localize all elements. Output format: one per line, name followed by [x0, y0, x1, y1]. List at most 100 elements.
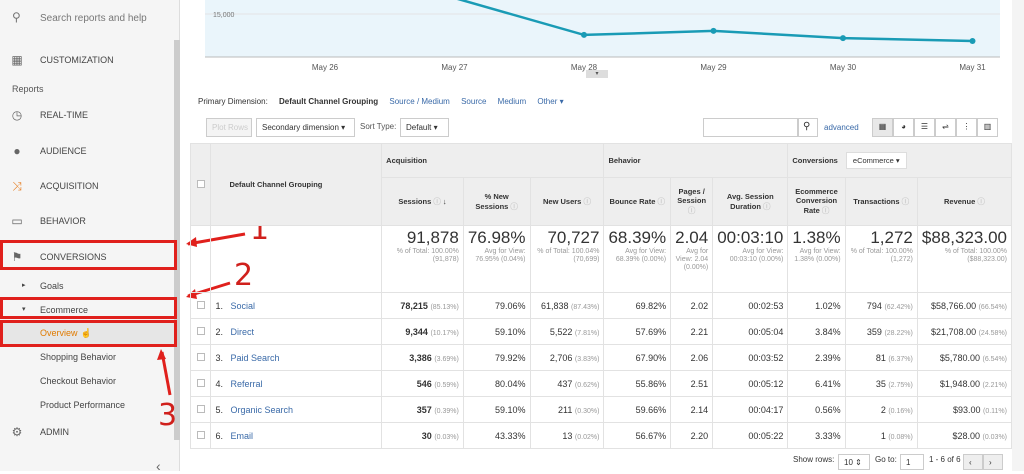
revenue: $21,708.00: [931, 326, 977, 337]
transactions: 81: [875, 352, 886, 363]
search-button[interactable]: ⚲: [798, 118, 818, 137]
revenue: $93.00: [952, 404, 981, 415]
sidebar-item-admin[interactable]: ⚙ ADMIN: [11, 425, 69, 439]
x-tick-label: May 28: [571, 63, 598, 72]
chart-collapse-handle[interactable]: ▾: [586, 70, 608, 78]
reports-label: Reports: [12, 84, 44, 94]
primary-dimension-bar: Primary Dimension: Default Channel Group…: [198, 97, 564, 106]
column-header-ecommerce-conversion-rate[interactable]: Ecommerce Conversion Rate ⓘ: [787, 177, 846, 226]
select-all-checkbox[interactable]: [196, 179, 205, 188]
transactions: 794: [866, 300, 882, 311]
sessions-pct: (10.17%): [430, 329, 459, 337]
column-header-pages-session[interactable]: Pages / Session ⓘ: [670, 177, 714, 226]
sidebar-item-realtime[interactable]: ◷ REAL-TIME: [11, 108, 89, 122]
table-search-input[interactable]: [703, 118, 798, 137]
channel-link[interactable]: Referral: [230, 378, 263, 389]
dimension-source-medium[interactable]: Source / Medium: [389, 97, 450, 106]
total-8: $88,323.00% of Total: 100.00% ($88,323.0…: [916, 225, 1013, 293]
sidebar-item-customization[interactable]: ▦ CUSTOMIZATION: [11, 53, 114, 67]
channel-link[interactable]: Social: [230, 300, 255, 311]
sidebar-item-acquisition[interactable]: ⤨ ACQUISITION: [0, 173, 175, 199]
table-view-icon[interactable]: ▦: [872, 118, 893, 137]
channel-link[interactable]: Paid Search: [230, 352, 280, 363]
help-icon[interactable]: ⓘ: [760, 201, 771, 211]
flag-icon: ⚑: [11, 250, 23, 264]
column-header-label: Sessions: [398, 197, 432, 206]
sidebar-item-product-performance[interactable]: Product Performance: [40, 400, 126, 410]
sidebar-item-shopping-behavior[interactable]: Shopping Behavior: [40, 352, 117, 362]
channel-link[interactable]: Direct: [230, 326, 254, 337]
row-checkbox[interactable]: [196, 300, 205, 309]
x-tick-label: May 29: [700, 63, 727, 72]
row-checkbox[interactable]: [196, 404, 205, 413]
sidebar-item-behavior[interactable]: ▭ BEHAVIOR: [11, 214, 86, 228]
sidebar-item-overview[interactable]: Overview ☝: [0, 322, 175, 344]
column-header-revenue[interactable]: Revenue ⓘ: [916, 177, 1013, 226]
sort-descending-icon[interactable]: ↓: [440, 197, 447, 206]
column-header-new-users[interactable]: New Users ⓘ: [529, 177, 605, 226]
pie-view-icon[interactable]: ◕: [893, 118, 914, 137]
sidebar-item-conversions[interactable]: ⚑ CONVERSIONS: [11, 250, 107, 264]
help-icon[interactable]: ⓘ: [508, 201, 518, 211]
column-header-label: Revenue: [944, 197, 976, 206]
data-point[interactable]: [840, 35, 846, 42]
row-checkbox[interactable]: [196, 326, 205, 335]
sidebar-item-ecommerce[interactable]: ▾ Ecommerce: [22, 305, 89, 315]
go-to-input[interactable]: 1: [900, 454, 924, 470]
page-scrollbar[interactable]: [1012, 0, 1024, 471]
bounce-rate: 69.82%: [635, 300, 667, 311]
column-header--new-sessions[interactable]: % New Sessions ⓘ: [462, 177, 531, 226]
help-icon[interactable]: ⓘ: [899, 197, 910, 206]
dimension-other[interactable]: Other ▾: [537, 97, 564, 106]
dimension-medium[interactable]: Medium: [497, 97, 527, 106]
sidebar-item-audience[interactable]: ● AUDIENCE: [0, 138, 175, 164]
table-row: 4. Referral 546 (0.59%) 80.04% 437 (0.62%) 5…: [189, 370, 1013, 397]
bounce-rate: 55.86%: [635, 378, 667, 389]
next-page-button[interactable]: ›: [983, 454, 1003, 470]
dimension-source[interactable]: Source: [461, 97, 487, 106]
help-icon[interactable]: ⓘ: [655, 197, 665, 206]
advanced-link[interactable]: advanced: [824, 123, 859, 132]
column-header-avg-session-duration[interactable]: Avg. Session Duration ⓘ: [712, 177, 789, 226]
data-point[interactable]: [710, 27, 717, 34]
bounce-rate: 67.90%: [635, 352, 667, 363]
row-checkbox[interactable]: [196, 378, 205, 387]
performance-view-icon[interactable]: ☰: [914, 118, 935, 137]
collapse-sidebar-button[interactable]: ‹: [156, 458, 161, 474]
search-input[interactable]: ⚲ Search reports and help: [12, 10, 147, 24]
column-header-bounce-rate[interactable]: Bounce Rate ⓘ: [603, 177, 672, 226]
sort-type-dropdown[interactable]: Default ▾: [400, 118, 449, 137]
sessions: 9,344: [405, 326, 428, 337]
comparison-view-icon[interactable]: ⇌: [935, 118, 956, 137]
collapse-arrow-icon: ▾: [22, 306, 26, 313]
previous-page-button[interactable]: ‹: [963, 454, 983, 470]
sidebar-item-goals[interactable]: ▸ Goals: [22, 281, 64, 291]
pivot-view-icon[interactable]: ▥: [977, 118, 998, 137]
conversions-type-dropdown[interactable]: eCommerce ▾: [845, 152, 907, 169]
conversion-rate: 3.84%: [815, 326, 841, 337]
help-icon[interactable]: ⓘ: [975, 197, 985, 206]
help-icon[interactable]: ⓘ: [431, 197, 441, 206]
row-checkbox[interactable]: [196, 430, 205, 439]
term-cloud-view-icon[interactable]: ⋮: [956, 118, 977, 137]
column-header-default-channel-grouping[interactable]: Default Channel Grouping: [210, 143, 383, 226]
column-header-transactions[interactable]: Transactions ⓘ: [844, 177, 918, 226]
help-icon[interactable]: ⓘ: [819, 206, 830, 215]
plot-rows-button[interactable]: Plot Rows: [206, 118, 252, 137]
help-icon[interactable]: ⓘ: [687, 206, 696, 215]
dimension-default-channel-grouping[interactable]: Default Channel Grouping: [279, 97, 379, 106]
sidebar-item-checkout-behavior[interactable]: Checkout Behavior: [40, 376, 117, 386]
secondary-dimension-dropdown[interactable]: Secondary dimension ▾: [256, 118, 355, 137]
data-point[interactable]: [969, 37, 976, 44]
total-value: 1,272: [870, 228, 913, 247]
show-rows-select[interactable]: 10 ⇕: [838, 454, 870, 470]
row-checkbox[interactable]: [196, 352, 205, 361]
channel-link[interactable]: Email: [230, 430, 253, 441]
x-tick-label: May 31: [959, 63, 986, 72]
channel-link[interactable]: Organic Search: [230, 404, 293, 415]
sidebar-scrollbar[interactable]: [174, 40, 180, 440]
revenue: $1,948.00: [939, 378, 980, 389]
column-header-sessions[interactable]: Sessions ⓘ ↓: [381, 177, 464, 226]
help-icon[interactable]: ⓘ: [581, 197, 591, 206]
data-point[interactable]: [581, 31, 587, 38]
